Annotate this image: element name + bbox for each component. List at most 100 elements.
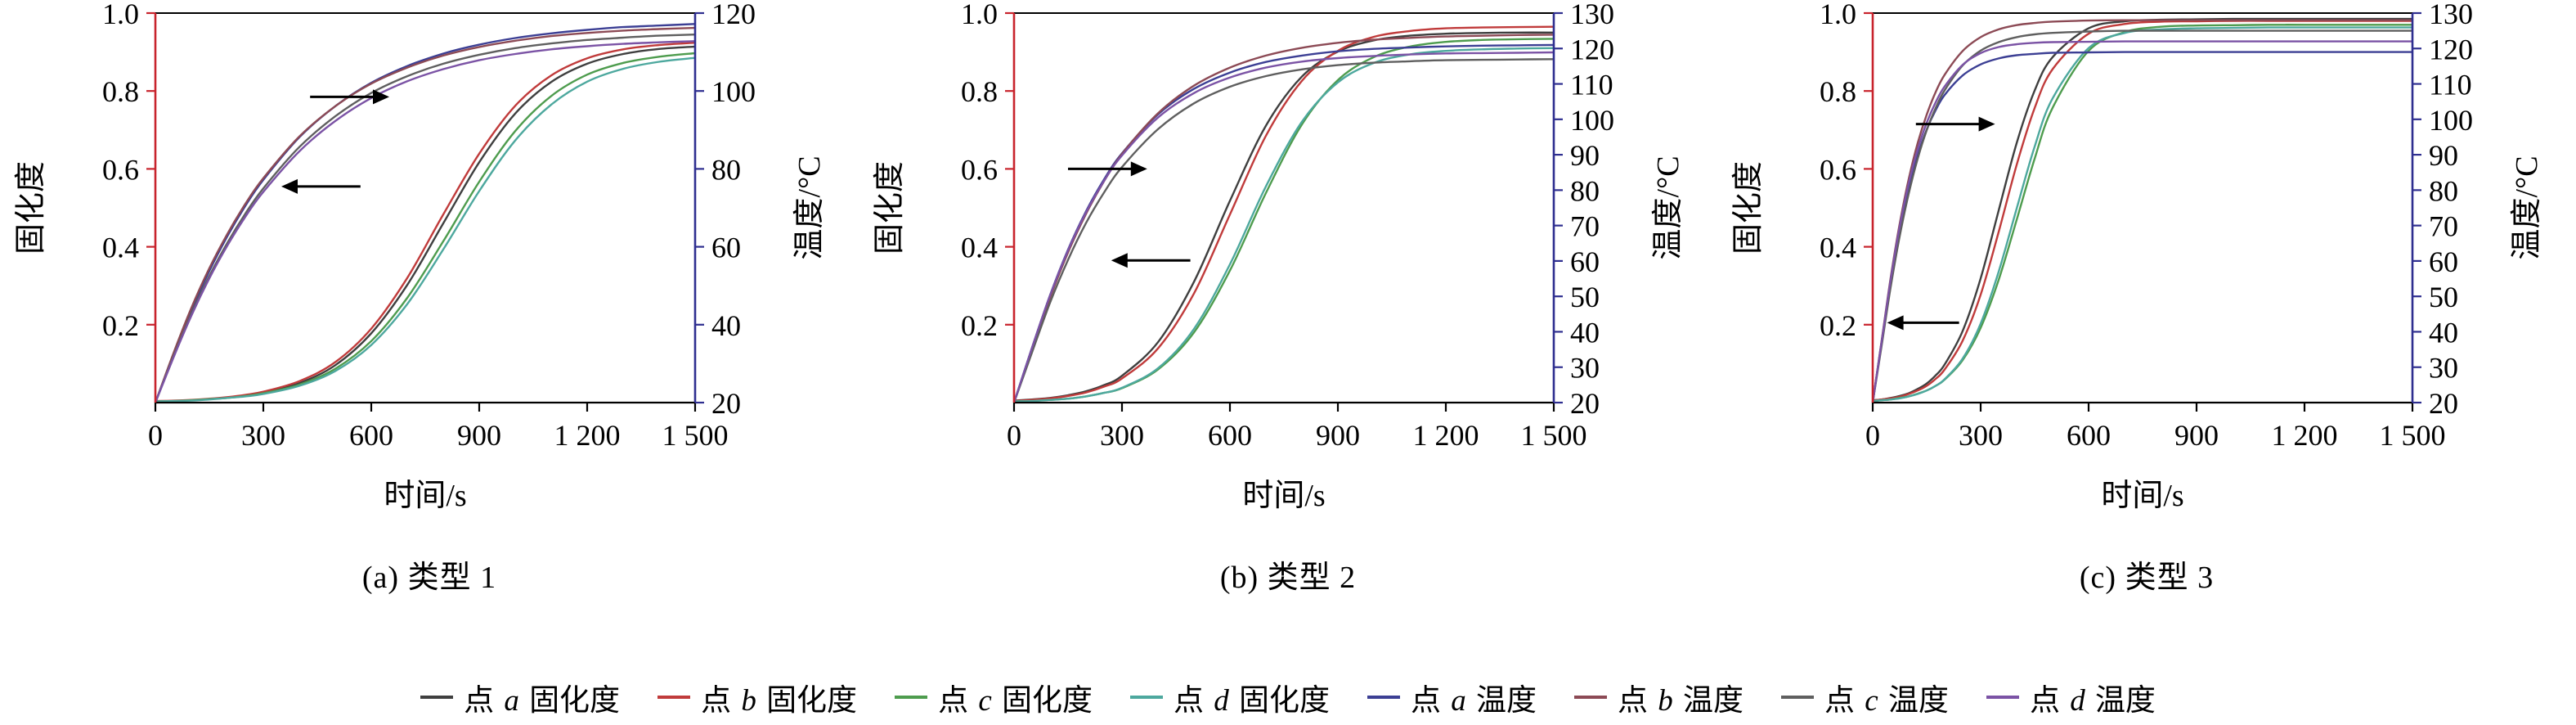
series-line (155, 45, 696, 403)
y-right-tick-label: 60 (1570, 245, 1600, 278)
y-left-tick-label: 0.8 (1820, 75, 1856, 108)
legend-label: 点 c 固化度 (938, 684, 1093, 718)
y-left-tick-label: 0.8 (102, 75, 139, 108)
y-left-axis-title: 固化度 (1731, 161, 1766, 254)
y-right-axis-title: 温度/°C (1651, 155, 1685, 259)
y-left-tick-label: 0.4 (1820, 232, 1856, 264)
y-right-tick-label: 60 (711, 232, 741, 264)
figure-legend: 点 a 固化度 点 b 固化度 点 c 固化度 点 d 固化度 点 a 温度 点 b 温度… (420, 675, 2156, 719)
x-tick-label: 1 200 (554, 419, 621, 452)
legend-label: 点 c 温度 (1824, 684, 1949, 718)
series-line (1012, 51, 1555, 403)
legend-label: 点 b 温度 (1618, 684, 1744, 718)
legend-line-swatch (657, 696, 691, 699)
x-tick-label: 600 (349, 419, 393, 452)
x-tick-label: 1 500 (662, 419, 729, 452)
legend-item-a-cure: 点 a 固化度 (420, 675, 620, 719)
x-tick-label: 900 (1316, 419, 1360, 452)
y-left-tick-label: 1.0 (961, 2, 998, 30)
chart-c-plot: 0 300 600 900 1 200 1 500 0.2 0.4 0.6 0.8 1.0 20304… (1731, 2, 2544, 513)
series-line (1013, 38, 1555, 403)
y-left-tick-label: 0.2 (961, 309, 998, 342)
y-right-tick-label: 20 (711, 387, 741, 420)
chart-b-caption: (b) 类型 2 (1219, 561, 1357, 595)
series-line (1871, 40, 2412, 403)
y-right-tick-label: 120 (711, 2, 756, 30)
y-right-axis-title: 温度/°C (792, 155, 827, 259)
y-right-tick-label: 50 (1570, 281, 1600, 313)
y-right-tick-label: 70 (1570, 210, 1600, 243)
legend-label: 点 b 固化度 (701, 684, 858, 718)
right-arrow-icon (1978, 116, 1995, 132)
left-arrow-icon (281, 178, 298, 194)
x-tick-label: 1 200 (2272, 419, 2338, 452)
chart-panel-c: 0 300 600 900 1 200 1 500 0.2 0.4 0.6 0.8 1.0 20 30 4… (1717, 2, 2576, 597)
legend-line-swatch (1367, 696, 1400, 699)
legend-item-d-temp: 点 d 温度 (1986, 675, 2156, 719)
y-left-axis-title: 固化度 (14, 161, 48, 254)
legend-line-swatch (420, 696, 454, 699)
series-line (154, 23, 696, 403)
y-right-tick-label: 90 (2429, 139, 2458, 172)
y-right-tick-label: 110 (2429, 69, 2472, 101)
series-line (1872, 24, 2412, 403)
legend-item-d-cure: 点 d 固化度 (1130, 675, 1330, 719)
y-right-tick-label: 40 (2429, 316, 2458, 349)
y-right-tick-label: 30 (1570, 352, 1600, 385)
y-left-tick-label: 0.4 (102, 232, 139, 264)
legend-item-b-temp: 点 b 温度 (1574, 675, 1744, 719)
y-right-tick-label: 40 (711, 309, 741, 342)
y-left-tick-label: 0.6 (102, 153, 139, 186)
series-line (1871, 51, 2412, 403)
y-right-tick-label: 20 (2429, 387, 2458, 420)
y-right-tick-label: 120 (1570, 33, 1614, 65)
legend-line-swatch (1781, 696, 1814, 699)
y-right-tick-label: 20 (1570, 387, 1600, 420)
x-tick-label: 0 (1007, 419, 1021, 452)
y-right-tick-label: 100 (1570, 104, 1614, 137)
y-right-tick-label: 70 (2429, 210, 2458, 243)
y-right-tick-label: 80 (711, 153, 741, 186)
chart-panel-b: 0 300 600 900 1 200 1 500 0.2 0.4 0.6 0.8 1.0 20 30 4… (859, 2, 1717, 597)
y-right-tick-label: 90 (1570, 139, 1600, 172)
chart-c-caption: (c) 类型 3 (2079, 561, 2215, 595)
x-tick-label: 900 (2174, 419, 2219, 452)
x-tick-label: 1 200 (1413, 419, 1479, 452)
x-tick-label: 1 500 (1521, 419, 1587, 452)
x-tick-label: 1 500 (2380, 419, 2446, 452)
x-tick-label: 300 (1100, 419, 1144, 452)
y-left-tick-label: 0.6 (961, 153, 998, 186)
series-line (1013, 25, 1555, 403)
legend-line-swatch (1130, 696, 1163, 699)
y-right-axis-title: 温度/°C (2510, 155, 2544, 259)
y-right-tick-label: 30 (2429, 352, 2458, 385)
left-arrow-icon (1111, 253, 1128, 268)
series-line (1012, 34, 1555, 403)
legend-label: 点 d 固化度 (1174, 684, 1330, 718)
series-line (1871, 29, 2412, 403)
series-line (1872, 26, 2412, 403)
x-tick-label: 0 (148, 419, 163, 452)
x-axis-title: 时间/s (2101, 479, 2183, 513)
y-right-tick-label: 50 (2429, 281, 2458, 313)
legend-line-swatch (1574, 696, 1607, 699)
y-left-tick-label: 1.0 (1820, 2, 1856, 30)
x-axis-title: 时间/s (1242, 479, 1325, 513)
y-right-tick-label: 100 (711, 75, 756, 108)
legend-item-c-temp: 点 c 温度 (1781, 675, 1949, 719)
y-right-tick-label: 80 (1570, 174, 1600, 207)
x-axis-title: 时间/s (384, 479, 466, 513)
y-left-axis-title: 固化度 (873, 161, 907, 254)
charts-row: 0 300 600 900 1 200 1 500 0.2 0.4 0.6 0.8 1.0 20 40 6… (0, 2, 2576, 597)
legend-label: 点 a 固化度 (464, 684, 621, 718)
legend-item-b-cure: 点 b 固化度 (657, 675, 857, 719)
y-left-tick-label: 0.4 (961, 232, 998, 264)
x-tick-label: 300 (241, 419, 285, 452)
y-right-tick-label: 130 (1570, 2, 1614, 30)
series-line (1013, 31, 1555, 402)
y-right-tick-label: 40 (1570, 316, 1600, 349)
series-line (155, 56, 696, 403)
y-right-tick-label: 130 (2429, 2, 2473, 30)
chart-panel-a: 0 300 600 900 1 200 1 500 0.2 0.4 0.6 0.8 1.0 20 40 6… (0, 2, 859, 597)
